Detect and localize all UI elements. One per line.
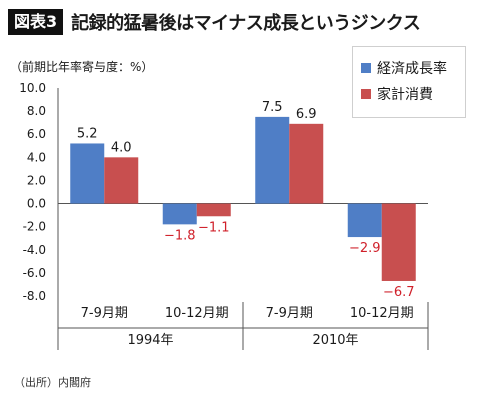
bar — [70, 143, 105, 204]
x-group-label: 1994年 — [127, 333, 173, 348]
y-tick-label: -4.0 — [23, 243, 46, 257]
chart-header: 図表3 記録的猛暑後はマイナス成長というジンクス — [8, 8, 421, 36]
x-category-label: 10-12月期 — [350, 306, 414, 321]
unit-label: （前期比年率寄与度：%） — [10, 60, 154, 74]
bar — [381, 203, 416, 281]
y-tick-label: 4.0 — [27, 150, 46, 164]
bar — [104, 157, 139, 204]
y-tick-label: 10.0 — [19, 81, 46, 95]
bar — [255, 116, 290, 204]
legend-item-gdp: 経済成長率 — [361, 55, 457, 81]
data-label: 6.9 — [296, 107, 317, 122]
data-label: −1.1 — [198, 220, 230, 235]
data-label: −2.9 — [349, 241, 381, 256]
legend-swatch-consumption — [361, 89, 371, 99]
source-note: （出所）内閣府 — [14, 376, 91, 389]
y-tick-label: 0.0 — [27, 197, 46, 211]
y-tick-label: 2.0 — [27, 173, 46, 187]
legend: 経済成長率 家計消費 — [352, 46, 466, 118]
data-label: 5.2 — [77, 126, 98, 141]
y-tick-label: -8.0 — [23, 289, 46, 303]
data-label: 4.0 — [111, 140, 132, 155]
bar — [289, 123, 324, 204]
y-tick-label: -6.0 — [23, 266, 46, 280]
data-label: −1.8 — [164, 228, 196, 243]
x-category-label: 7-9月期 — [266, 306, 313, 321]
y-tick-label: -2.0 — [23, 220, 46, 234]
bar — [196, 203, 231, 217]
x-category-label: 7-9月期 — [81, 306, 128, 321]
legend-swatch-gdp — [361, 63, 371, 73]
legend-label-gdp: 経済成長率 — [377, 61, 447, 77]
data-label: −6.7 — [383, 285, 415, 300]
data-label: 7.5 — [262, 100, 283, 115]
bar — [347, 203, 382, 238]
x-category-label: 10-12月期 — [165, 306, 229, 321]
bar — [162, 203, 197, 225]
legend-label-consumption: 家計消費 — [377, 87, 433, 103]
y-tick-label: 8.0 — [27, 104, 46, 118]
x-group-label: 2010年 — [312, 333, 358, 348]
chart-title: 記録的猛暑後はマイナス成長というジンクス — [71, 13, 421, 34]
legend-item-consumption: 家計消費 — [361, 81, 457, 107]
figure-label: 図表3 — [8, 9, 64, 35]
y-tick-label: 6.0 — [27, 127, 46, 141]
